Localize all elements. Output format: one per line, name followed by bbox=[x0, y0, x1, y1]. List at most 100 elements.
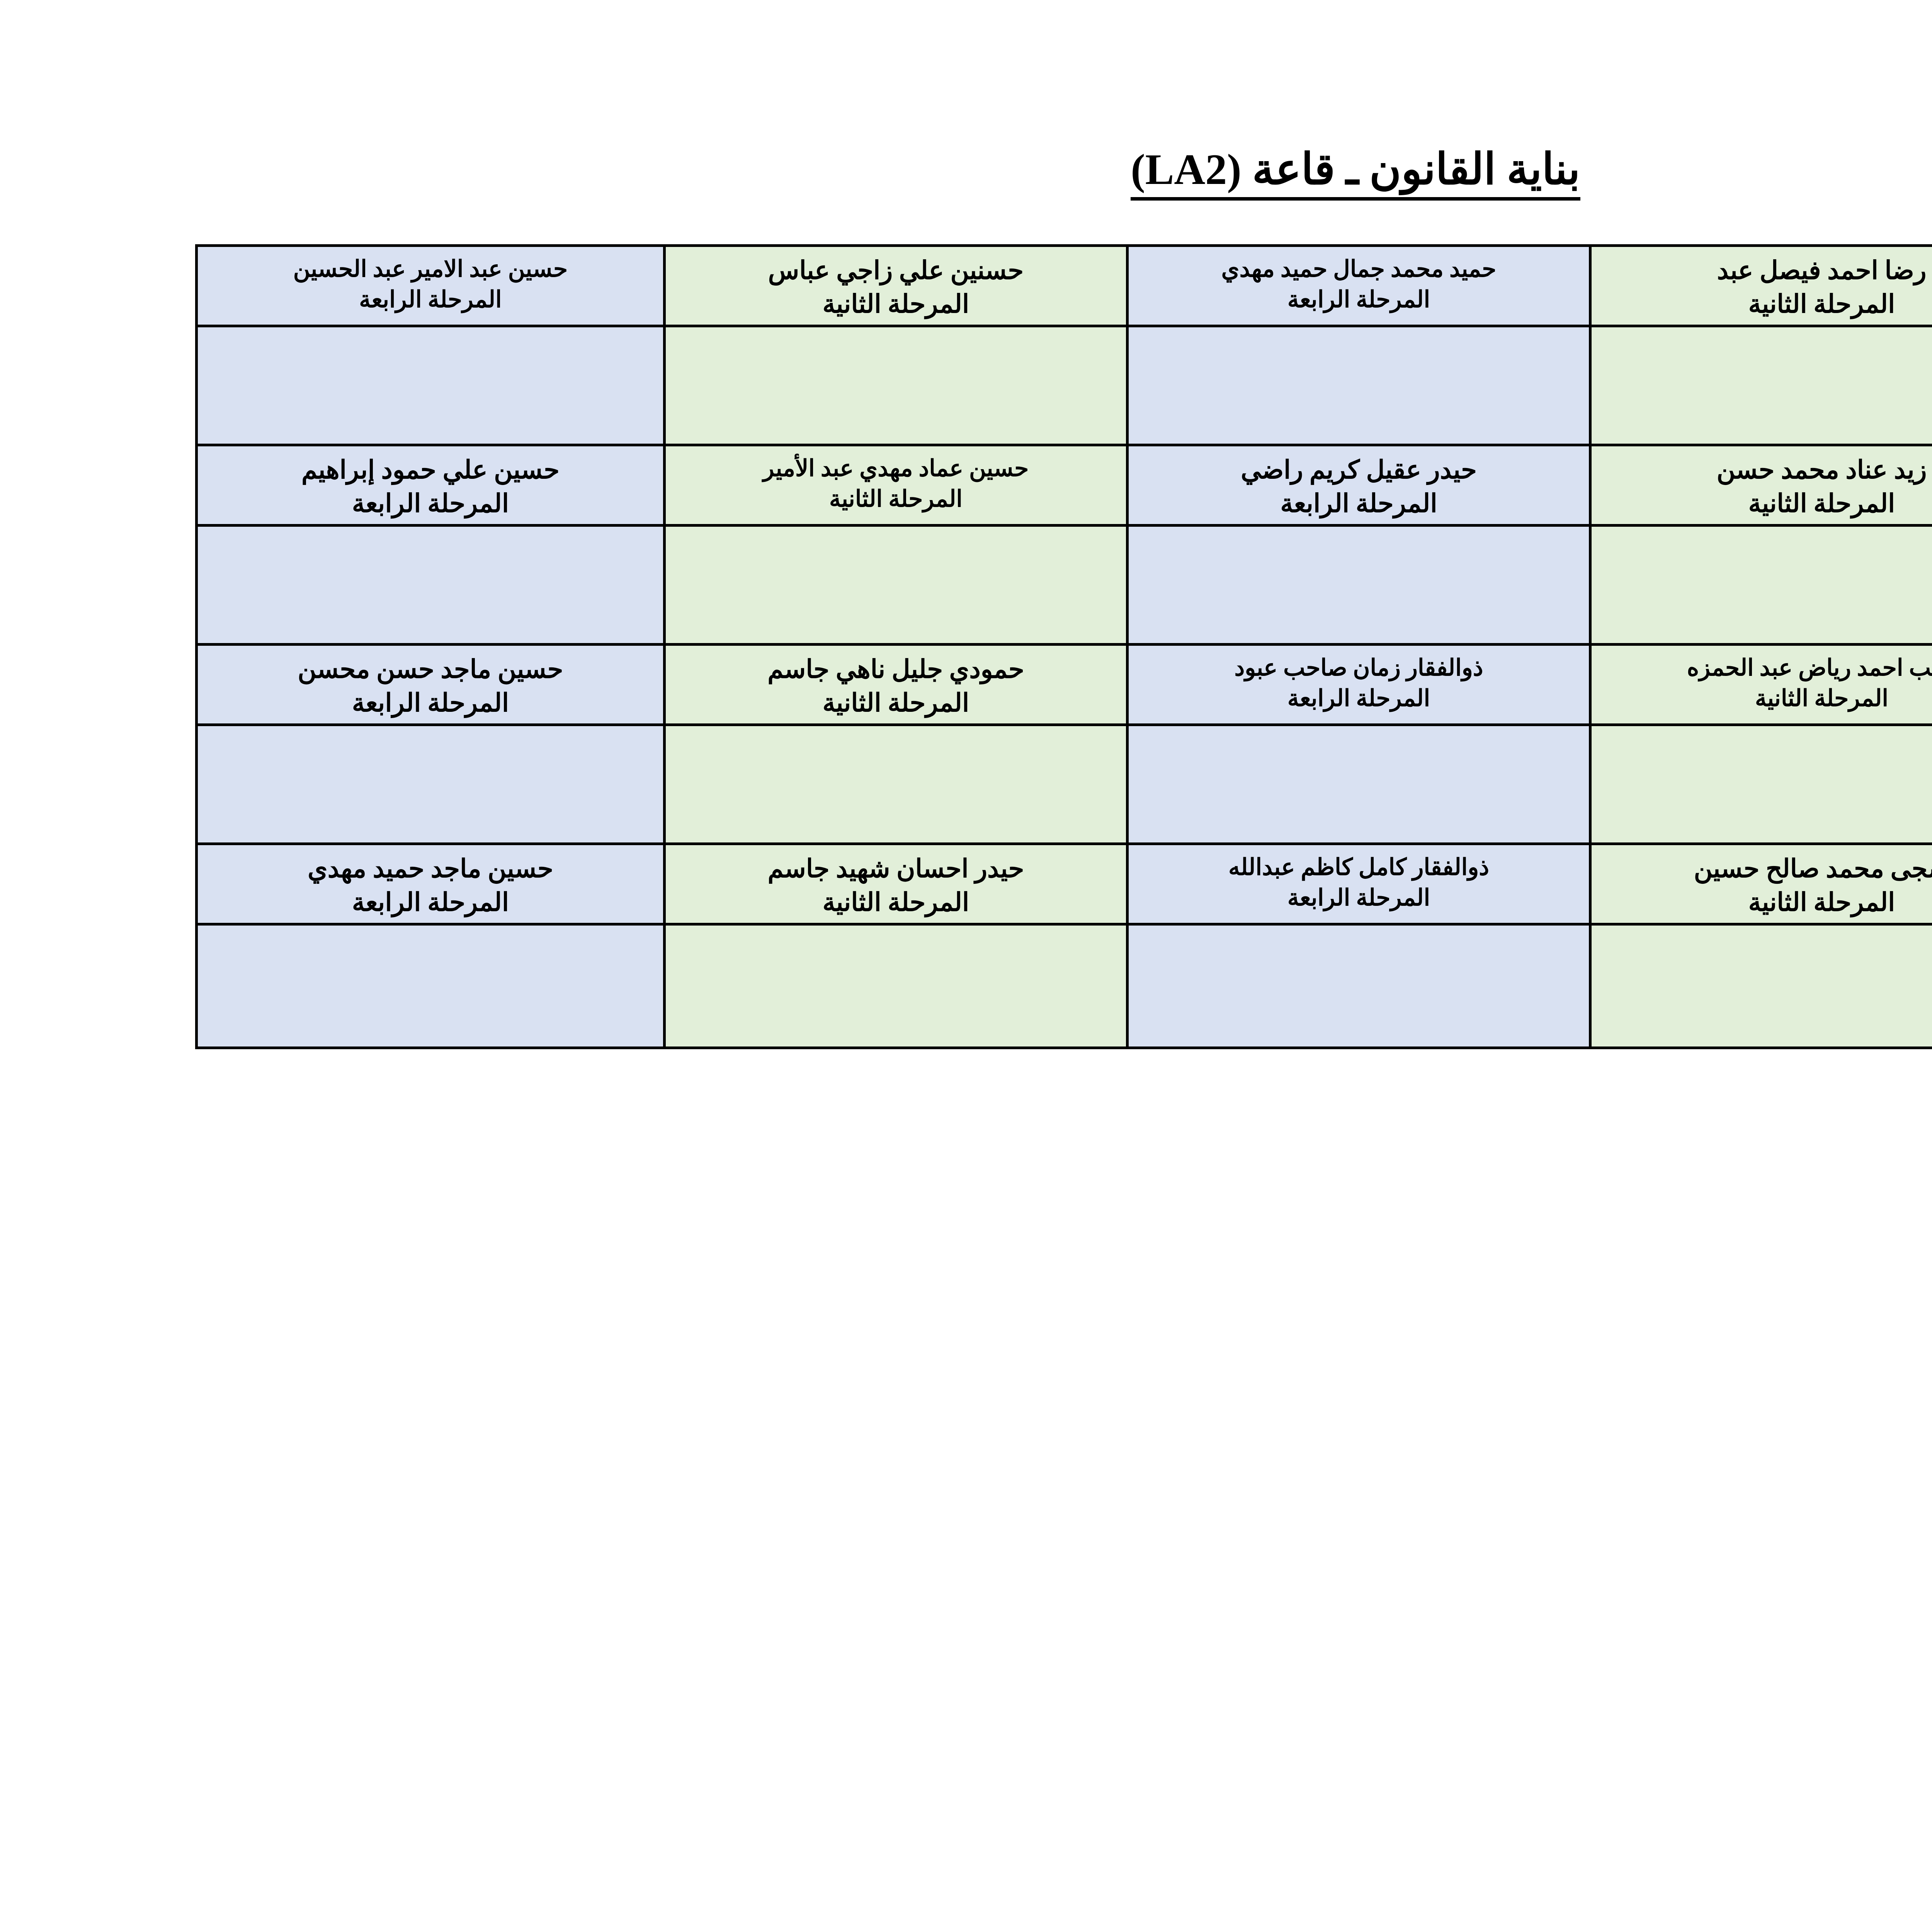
seat-cell[interactable]: زيد عناد محمد حسن المرحلة الثانية bbox=[1589, 444, 1932, 527]
seat-cell-content bbox=[198, 327, 663, 444]
seat-cell-content bbox=[666, 926, 1126, 1046]
student-name: رضا احمد فيصل عبد bbox=[1717, 257, 1927, 285]
seat-cell-empty[interactable] bbox=[195, 325, 666, 446]
table-row: سجاد صلاح سوادي عبود المرحلة الرابعة سجى… bbox=[195, 842, 1932, 926]
seat-cell-empty[interactable] bbox=[1589, 723, 1932, 845]
seat-cell-content bbox=[198, 527, 663, 643]
seat-cell-empty[interactable] bbox=[195, 524, 666, 646]
seat-cell-content bbox=[1592, 926, 1932, 1046]
seat-cell[interactable]: حسين ماجد حسن محسن المرحلة الرابعة bbox=[195, 643, 666, 726]
seat-cell-empty[interactable] bbox=[663, 923, 1129, 1049]
seat-cell-content: رضا احمد فيصل عبد المرحلة الثانية bbox=[1592, 247, 1932, 321]
table-row: زهراء زاهر رشيد علي المرحلة الرابعة رضا … bbox=[195, 244, 1932, 327]
seat-cell[interactable]: حمودي جليل ناهي جاسم المرحلة الثانية bbox=[663, 643, 1129, 726]
table-row bbox=[195, 325, 1932, 446]
student-name: حيدر احسان شهيد جاسم bbox=[767, 855, 1024, 883]
seat-cell-content bbox=[1592, 527, 1932, 643]
seat-cell[interactable]: رضا احمد فيصل عبد المرحلة الثانية bbox=[1589, 244, 1932, 327]
seat-cell-empty[interactable] bbox=[1589, 923, 1932, 1049]
student-name: حسنين علي زاجي عباس bbox=[768, 257, 1024, 285]
student-name: حسين ماجد حسن محسن bbox=[298, 655, 563, 684]
seat-cell-content bbox=[666, 726, 1126, 842]
seat-cell[interactable]: ذوالفقار كامل كاظم عبدالله المرحلة الراب… bbox=[1126, 842, 1592, 926]
student-stage: المرحلة الرابعة bbox=[1287, 885, 1430, 911]
seat-cell-content: ذوالفقار زمان صاحب عبود المرحلة الرابعة bbox=[1129, 646, 1589, 714]
table-row bbox=[195, 923, 1932, 1049]
seat-cell-empty[interactable] bbox=[663, 325, 1129, 446]
student-name: حسين ماجد حميد مهدي bbox=[308, 855, 553, 883]
seat-cell[interactable]: حسين عماد مهدي عبد الأمير المرحلة الثاني… bbox=[663, 444, 1129, 527]
student-name: ذوالفقار كامل كاظم عبدالله bbox=[1228, 854, 1489, 880]
seat-cell-content bbox=[666, 527, 1126, 643]
seat-cell[interactable]: حيدر عقيل كريم راضي المرحلة الرابعة bbox=[1126, 444, 1592, 527]
seat-cell-content: ذوالفقار كامل كاظم عبدالله المرحلة الراب… bbox=[1129, 845, 1589, 913]
student-stage: المرحلة الثانية bbox=[822, 888, 969, 917]
seat-cell-content: حيدر عقيل كريم راضي المرحلة الرابعة bbox=[1129, 446, 1589, 521]
seat-cell-content bbox=[666, 327, 1126, 444]
student-stage: المرحلة الثانية bbox=[1755, 686, 1889, 711]
seat-cell-content bbox=[1129, 327, 1589, 444]
student-name: حميد محمد جمال حميد مهدي bbox=[1221, 256, 1497, 282]
seat-cell[interactable]: ذوالفقار زمان صاحب عبود المرحلة الرابعة bbox=[1126, 643, 1592, 726]
page-title-container: بناية القانون ـ قاعة (LA2) bbox=[0, 145, 1932, 201]
table-row bbox=[195, 524, 1932, 646]
student-stage: المرحلة الثانية bbox=[822, 290, 969, 319]
seat-cell-content: حسين ماجد حميد مهدي المرحلة الرابعة bbox=[198, 845, 663, 919]
seat-cell-empty[interactable] bbox=[663, 524, 1129, 646]
seat-cell[interactable]: حسين ماجد حميد مهدي المرحلة الرابعة bbox=[195, 842, 666, 926]
table-row: زيد محمود محمد جواد المرحلة الرابعة زيد … bbox=[195, 444, 1932, 527]
seat-cell[interactable]: حميد محمد جمال حميد مهدي المرحلة الرابعة bbox=[1126, 244, 1592, 327]
seat-cell-empty[interactable] bbox=[195, 923, 666, 1049]
seat-cell-content: حميد محمد جمال حميد مهدي المرحلة الرابعة bbox=[1129, 247, 1589, 315]
seat-cell-empty[interactable] bbox=[663, 723, 1129, 845]
student-name: زيد عناد محمد حسن bbox=[1716, 456, 1927, 484]
seating-table: زهراء زاهر رشيد علي المرحلة الرابعة رضا … bbox=[195, 244, 1932, 1049]
seat-cell-content: حسين ماجد حسن محسن المرحلة الرابعة bbox=[198, 646, 663, 720]
seat-cell-empty[interactable] bbox=[1126, 723, 1592, 845]
student-name: حسين علي حمود إبراهيم bbox=[301, 456, 560, 484]
seat-cell[interactable]: حسين عبد الامير عبد الحسين المرحلة الراب… bbox=[195, 244, 666, 327]
student-stage: المرحلة الرابعة bbox=[352, 689, 509, 718]
seat-cell[interactable]: سجى محمد صالح حسين المرحلة الثانية bbox=[1589, 842, 1932, 926]
seat-cell-content bbox=[1129, 527, 1589, 643]
seat-cell-content: سجى محمد صالح حسين المرحلة الثانية bbox=[1592, 845, 1932, 919]
seat-cell[interactable]: حسين علي حمود إبراهيم المرحلة الرابعة bbox=[195, 444, 666, 527]
seat-cell-content bbox=[198, 726, 663, 842]
seat-cell[interactable]: زينب احمد رياض عبد الحمزه المرحلة الثاني… bbox=[1589, 643, 1932, 726]
seat-cell[interactable]: حيدر احسان شهيد جاسم المرحلة الثانية bbox=[663, 842, 1129, 926]
student-stage: المرحلة الثانية bbox=[1748, 490, 1895, 518]
seat-cell-content: حسين عبد الامير عبد الحسين المرحلة الراب… bbox=[198, 247, 663, 315]
seat-cell-content bbox=[198, 926, 663, 1046]
seat-cell-empty[interactable] bbox=[1589, 524, 1932, 646]
student-stage: المرحلة الثانية bbox=[822, 689, 969, 718]
student-stage: المرحلة الثانية bbox=[1748, 290, 1895, 319]
student-name: حسين عبد الامير عبد الحسين bbox=[293, 256, 568, 282]
seat-cell-empty[interactable] bbox=[1589, 325, 1932, 446]
student-name: سجى محمد صالح حسين bbox=[1694, 855, 1932, 883]
student-name: زينب احمد رياض عبد الحمزه bbox=[1687, 655, 1932, 681]
student-stage: المرحلة الثانية bbox=[829, 486, 963, 512]
seat-cell-content: حسين علي حمود إبراهيم المرحلة الرابعة bbox=[198, 446, 663, 521]
student-stage: المرحلة الرابعة bbox=[352, 888, 509, 917]
seat-cell-empty[interactable] bbox=[1126, 325, 1592, 446]
student-stage: المرحلة الثانية bbox=[1748, 888, 1895, 917]
seat-cell-content: حيدر احسان شهيد جاسم المرحلة الثانية bbox=[666, 845, 1126, 919]
seat-cell-content: حمودي جليل ناهي جاسم المرحلة الثانية bbox=[666, 646, 1126, 720]
seat-cell-content: زيد عناد محمد حسن المرحلة الثانية bbox=[1592, 446, 1932, 521]
student-stage: المرحلة الرابعة bbox=[1287, 287, 1430, 313]
seat-cell-empty[interactable] bbox=[195, 723, 666, 845]
seat-cell[interactable]: حسنين علي زاجي عباس المرحلة الثانية bbox=[663, 244, 1129, 327]
seat-cell-content bbox=[1592, 726, 1932, 842]
student-stage: المرحلة الرابعة bbox=[352, 490, 509, 518]
seat-cell-empty[interactable] bbox=[1126, 524, 1592, 646]
student-stage: المرحلة الرابعة bbox=[1280, 490, 1437, 518]
student-name: حسين عماد مهدي عبد الأمير bbox=[763, 456, 1029, 481]
table-row bbox=[195, 723, 1932, 845]
table-row: زينب عبد الكريم قاسم كريم المرحلة الرابع… bbox=[195, 643, 1932, 726]
seat-cell-empty[interactable] bbox=[1126, 923, 1592, 1049]
student-name: حمودي جليل ناهي جاسم bbox=[767, 655, 1024, 684]
seat-cell-content: حسنين علي زاجي عباس المرحلة الثانية bbox=[666, 247, 1126, 321]
student-name: ذوالفقار زمان صاحب عبود bbox=[1234, 655, 1483, 681]
seat-cell-content: حسين عماد مهدي عبد الأمير المرحلة الثاني… bbox=[666, 446, 1126, 514]
